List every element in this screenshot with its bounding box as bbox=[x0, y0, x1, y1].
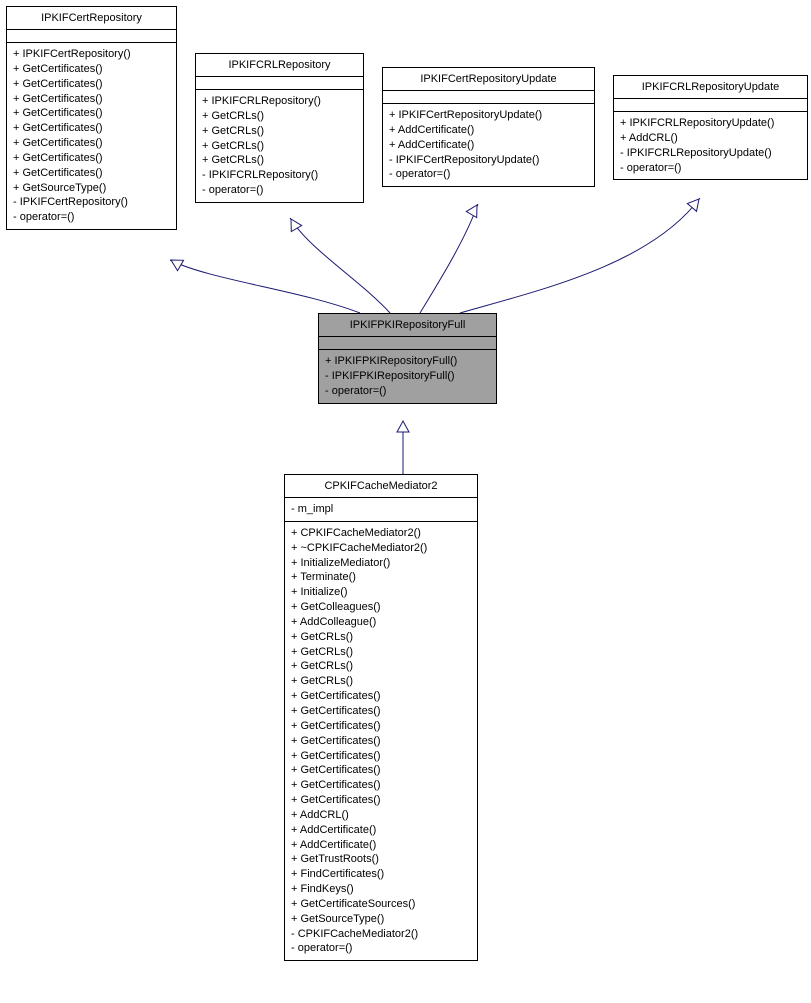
class-member: + FindKeys() bbox=[291, 882, 471, 897]
inheritance-arrowhead bbox=[466, 205, 477, 218]
class-crlRepoUpd: IPKIFCRLRepositoryUpdate + IPKIFCRLReposi… bbox=[613, 75, 808, 180]
inheritance-arrowhead bbox=[171, 260, 184, 271]
class-title: IPKIFCRLRepository bbox=[196, 54, 363, 77]
class-member: - m_impl bbox=[291, 502, 471, 517]
class-member: + GetCertificates() bbox=[13, 121, 170, 136]
class-cacheMed: CPKIFCacheMediator2 - m_impl + CPKIFCacheM… bbox=[284, 474, 478, 961]
class-section bbox=[614, 99, 807, 112]
class-member: + AddCertificate() bbox=[389, 138, 588, 153]
class-member: - operator=() bbox=[620, 161, 801, 176]
inheritance-edge bbox=[170, 260, 360, 313]
inheritance-edge bbox=[290, 218, 390, 313]
class-member: - operator=() bbox=[325, 384, 490, 399]
class-member: + GetCertificates() bbox=[291, 719, 471, 734]
class-member: + GetCRLs() bbox=[291, 659, 471, 674]
class-member: + GetCertificateSources() bbox=[291, 897, 471, 912]
class-crlRepo: IPKIFCRLRepository + IPKIFCRLRepository()… bbox=[195, 53, 364, 203]
class-member: + GetCertificates() bbox=[291, 793, 471, 808]
class-certRepo: IPKIFCertRepository + IPKIFCertRepository… bbox=[6, 6, 177, 230]
class-member: + GetCertificates() bbox=[13, 166, 170, 181]
class-member: + GetCertificates() bbox=[291, 763, 471, 778]
inheritance-edge bbox=[460, 198, 700, 313]
inheritance-arrowhead bbox=[687, 199, 699, 211]
inheritance-arrowhead bbox=[291, 219, 302, 232]
class-member: + GetCRLs() bbox=[202, 124, 357, 139]
class-member: + GetCertificates() bbox=[291, 704, 471, 719]
class-section: + IPKIFCRLRepository()+ GetCRLs()+ GetCR… bbox=[196, 90, 363, 202]
inheritance-arrowhead bbox=[397, 421, 409, 432]
class-member: + GetCertificates() bbox=[13, 77, 170, 92]
class-section: - m_impl bbox=[285, 498, 477, 522]
class-section bbox=[383, 91, 594, 104]
class-member: + GetColleagues() bbox=[291, 600, 471, 615]
class-certRepoUpd: IPKIFCertRepositoryUpdate + IPKIFCertRepo… bbox=[382, 67, 595, 187]
class-member: + IPKIFCRLRepository() bbox=[202, 94, 357, 109]
class-member: + AddCertificate() bbox=[389, 123, 588, 138]
class-member: + InitializeMediator() bbox=[291, 556, 471, 571]
class-title: IPKIFCertRepositoryUpdate bbox=[383, 68, 594, 91]
class-member: + GetCRLs() bbox=[202, 109, 357, 124]
class-member: - IPKIFCertRepository() bbox=[13, 195, 170, 210]
class-member: + CPKIFCacheMediator2() bbox=[291, 526, 471, 541]
class-member: + AddCertificate() bbox=[291, 838, 471, 853]
class-title: IPKIFCRLRepositoryUpdate bbox=[614, 76, 807, 99]
class-member: + GetTrustRoots() bbox=[291, 852, 471, 867]
class-member: + GetCertificates() bbox=[291, 778, 471, 793]
class-title: IPKIFCertRepository bbox=[7, 7, 176, 30]
class-member: + GetCertificates() bbox=[13, 106, 170, 121]
class-member: + GetSourceType() bbox=[13, 181, 170, 196]
class-member: + GetCRLs() bbox=[202, 153, 357, 168]
class-member: + AddCRL() bbox=[620, 131, 801, 146]
class-pkiFull: IPKIFPKIRepositoryFull + IPKIFPKIReposito… bbox=[318, 313, 497, 404]
class-member: - IPKIFCRLRepository() bbox=[202, 168, 357, 183]
class-section: + IPKIFPKIRepositoryFull()- IPKIFPKIRepo… bbox=[319, 350, 496, 403]
class-member: + Initialize() bbox=[291, 585, 471, 600]
class-section bbox=[7, 30, 176, 43]
class-member: - operator=() bbox=[291, 941, 471, 956]
class-title: IPKIFPKIRepositoryFull bbox=[319, 314, 496, 337]
class-member: + IPKIFCRLRepositoryUpdate() bbox=[620, 116, 801, 131]
class-section: + IPKIFCertRepositoryUpdate()+ AddCertif… bbox=[383, 104, 594, 186]
class-member: + FindCertificates() bbox=[291, 867, 471, 882]
class-member: - IPKIFCRLRepositoryUpdate() bbox=[620, 146, 801, 161]
class-section bbox=[319, 337, 496, 350]
class-member: + IPKIFCertRepository() bbox=[13, 47, 170, 62]
class-member: - IPKIFCertRepositoryUpdate() bbox=[389, 153, 588, 168]
class-section: + IPKIFCertRepository()+ GetCertificates… bbox=[7, 43, 176, 229]
class-member: + AddCertificate() bbox=[291, 823, 471, 838]
class-member: + GetCertificates() bbox=[13, 151, 170, 166]
class-member: + IPKIFCertRepositoryUpdate() bbox=[389, 108, 588, 123]
class-member: + AddColleague() bbox=[291, 615, 471, 630]
class-member: + GetCertificates() bbox=[13, 92, 170, 107]
class-title: CPKIFCacheMediator2 bbox=[285, 475, 477, 498]
class-member: + Terminate() bbox=[291, 570, 471, 585]
class-member: - IPKIFPKIRepositoryFull() bbox=[325, 369, 490, 384]
class-member: - operator=() bbox=[389, 167, 588, 182]
class-section: + CPKIFCacheMediator2()+ ~CPKIFCacheMedi… bbox=[285, 522, 477, 960]
class-member: + GetCertificates() bbox=[13, 136, 170, 151]
class-member: + GetCRLs() bbox=[291, 630, 471, 645]
class-member: - operator=() bbox=[13, 210, 170, 225]
class-member: + GetCRLs() bbox=[291, 674, 471, 689]
class-member: + GetCertificates() bbox=[291, 749, 471, 764]
class-member: + ~CPKIFCacheMediator2() bbox=[291, 541, 471, 556]
class-member: - CPKIFCacheMediator2() bbox=[291, 927, 471, 942]
inheritance-edge bbox=[420, 204, 478, 313]
class-member: + GetCertificates() bbox=[291, 734, 471, 749]
class-section: + IPKIFCRLRepositoryUpdate()+ AddCRL()- … bbox=[614, 112, 807, 179]
class-member: + IPKIFPKIRepositoryFull() bbox=[325, 354, 490, 369]
class-member: - operator=() bbox=[202, 183, 357, 198]
class-member: + GetCRLs() bbox=[202, 139, 357, 154]
class-member: + GetCertificates() bbox=[291, 689, 471, 704]
class-member: + GetSourceType() bbox=[291, 912, 471, 927]
class-member: + GetCertificates() bbox=[13, 62, 170, 77]
class-member: + AddCRL() bbox=[291, 808, 471, 823]
class-member: + GetCRLs() bbox=[291, 645, 471, 660]
class-section bbox=[196, 77, 363, 90]
